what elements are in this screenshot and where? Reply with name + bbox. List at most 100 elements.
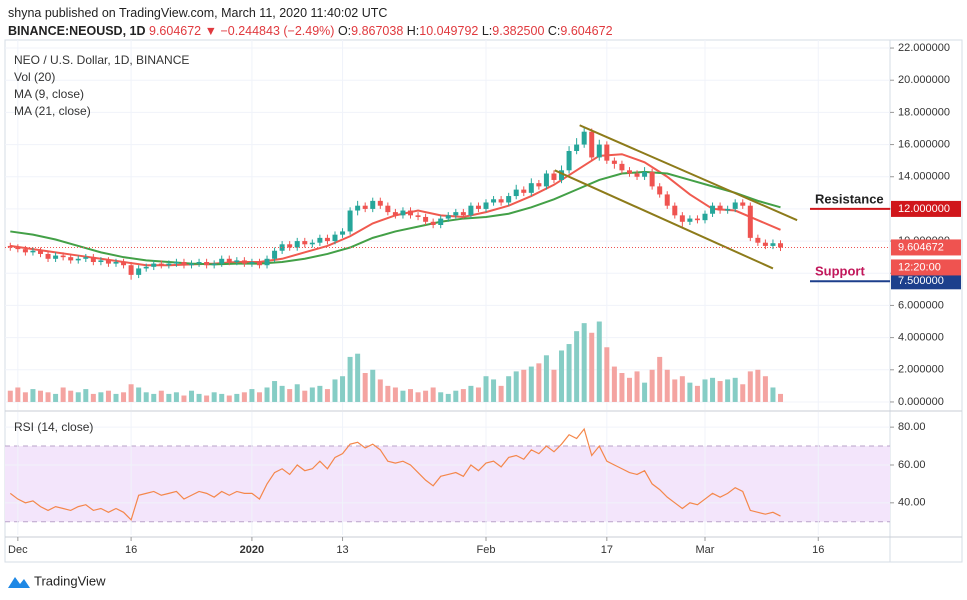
volume-bar <box>294 384 300 402</box>
volume-bar <box>778 393 784 402</box>
volume-bar <box>506 376 512 402</box>
candle-body <box>551 173 557 180</box>
brand: TradingView <box>34 573 106 588</box>
candle-body <box>302 241 308 245</box>
brand-logo <box>8 577 30 588</box>
volume-bar <box>272 381 278 402</box>
volume-bar <box>551 369 557 402</box>
x-tick-label: Feb <box>477 544 496 556</box>
legend-entry: Vol (20) <box>14 70 55 84</box>
candle-body <box>528 183 534 193</box>
volume-bar <box>211 392 217 402</box>
candle-body <box>151 263 157 267</box>
volume-bar <box>302 390 308 402</box>
ohlc-value: 9.382500 <box>492 24 545 38</box>
volume-bar <box>249 389 255 402</box>
candle-body <box>506 196 512 203</box>
volume-bar <box>528 366 534 402</box>
volume-bar <box>491 379 497 402</box>
candle-body <box>53 255 59 259</box>
volume-bar <box>37 390 43 402</box>
volume-bar <box>762 376 768 402</box>
volume-bar <box>468 385 474 402</box>
candle-body <box>702 213 708 221</box>
candle-body <box>377 200 383 206</box>
volume-bar <box>317 385 323 402</box>
trendline <box>554 169 774 270</box>
volume-bar <box>596 321 602 402</box>
y-tick-label: 80.00 <box>898 421 926 433</box>
candle-body <box>664 194 670 206</box>
volume-bar <box>105 390 111 402</box>
trendline <box>579 124 798 222</box>
volume-bar <box>687 382 693 402</box>
volume-bar <box>649 369 655 402</box>
volume-bar <box>121 392 127 402</box>
legend-entry: MA (9, close) <box>14 87 84 101</box>
volume-bar <box>581 323 587 402</box>
chart-title: NEO / U.S. Dollar, 1D, BINANCE <box>14 53 189 67</box>
volume-bar <box>22 392 28 402</box>
volume-bar <box>559 350 565 402</box>
candle-body <box>717 205 723 211</box>
y-tick-label: 20.000000 <box>898 74 950 86</box>
candle-body <box>294 241 300 248</box>
volume-bar <box>521 369 527 402</box>
volume-bar <box>475 387 481 402</box>
volume-bar <box>664 369 670 402</box>
candle-body <box>475 205 481 209</box>
volume-bar <box>453 390 459 402</box>
candle-body <box>98 260 104 262</box>
volume-bar <box>347 356 353 402</box>
candle-body <box>543 173 549 187</box>
candle-body <box>166 263 172 266</box>
candle-body <box>634 173 640 177</box>
volume-bar <box>98 392 104 402</box>
level-label: Support <box>815 264 865 279</box>
volume-bar <box>415 392 421 402</box>
volume-bar <box>143 392 149 402</box>
volume-bar <box>604 347 610 402</box>
candle-body <box>740 202 746 206</box>
header: shyna published on TradingView.com, Marc… <box>8 4 613 40</box>
candle-body <box>460 212 466 216</box>
y-tick-label: 6.000000 <box>898 299 944 311</box>
candle-body <box>219 258 225 264</box>
candle-body <box>234 260 240 262</box>
candle-body <box>317 237 323 243</box>
change: ▼ −0.244843 (−2.49%) <box>204 24 335 38</box>
volume-bar <box>204 395 210 402</box>
volume-bar <box>90 393 96 402</box>
candle-body <box>770 243 776 246</box>
symbol-line: BINANCE:NEOUSD, 1D 9.604672 ▼ −0.244843 … <box>8 22 613 40</box>
candle-body <box>626 170 632 174</box>
candle-body <box>581 131 587 145</box>
volume-bar <box>536 363 542 402</box>
x-tick-label: 16 <box>812 544 824 556</box>
price-badge: 9.604672 <box>898 241 944 253</box>
candle-body <box>181 262 187 266</box>
volume-bar <box>407 389 413 402</box>
volume-bar <box>256 392 262 402</box>
candle-body <box>438 218 444 225</box>
volume-bar <box>566 344 572 402</box>
volume-bar <box>128 384 134 402</box>
candle-body <box>189 263 195 266</box>
candle-body <box>15 247 21 250</box>
volume-bar <box>626 377 632 402</box>
volume-bar <box>634 371 640 402</box>
candle-body <box>385 205 391 213</box>
candle-body <box>604 144 610 161</box>
candle-body <box>105 260 111 264</box>
candle-body <box>113 262 119 264</box>
volume-bar <box>324 389 330 402</box>
y-tick-label: 40.00 <box>898 497 926 509</box>
candle-body <box>340 231 346 235</box>
candle-body <box>158 263 164 266</box>
candle-body <box>589 131 595 158</box>
candle-body <box>272 250 278 259</box>
legend-entry: MA (21, close) <box>14 104 91 118</box>
ohlc-value: 10.049792 <box>419 24 479 38</box>
last-price: 9.604672 <box>149 24 202 38</box>
candle-body <box>649 171 655 187</box>
